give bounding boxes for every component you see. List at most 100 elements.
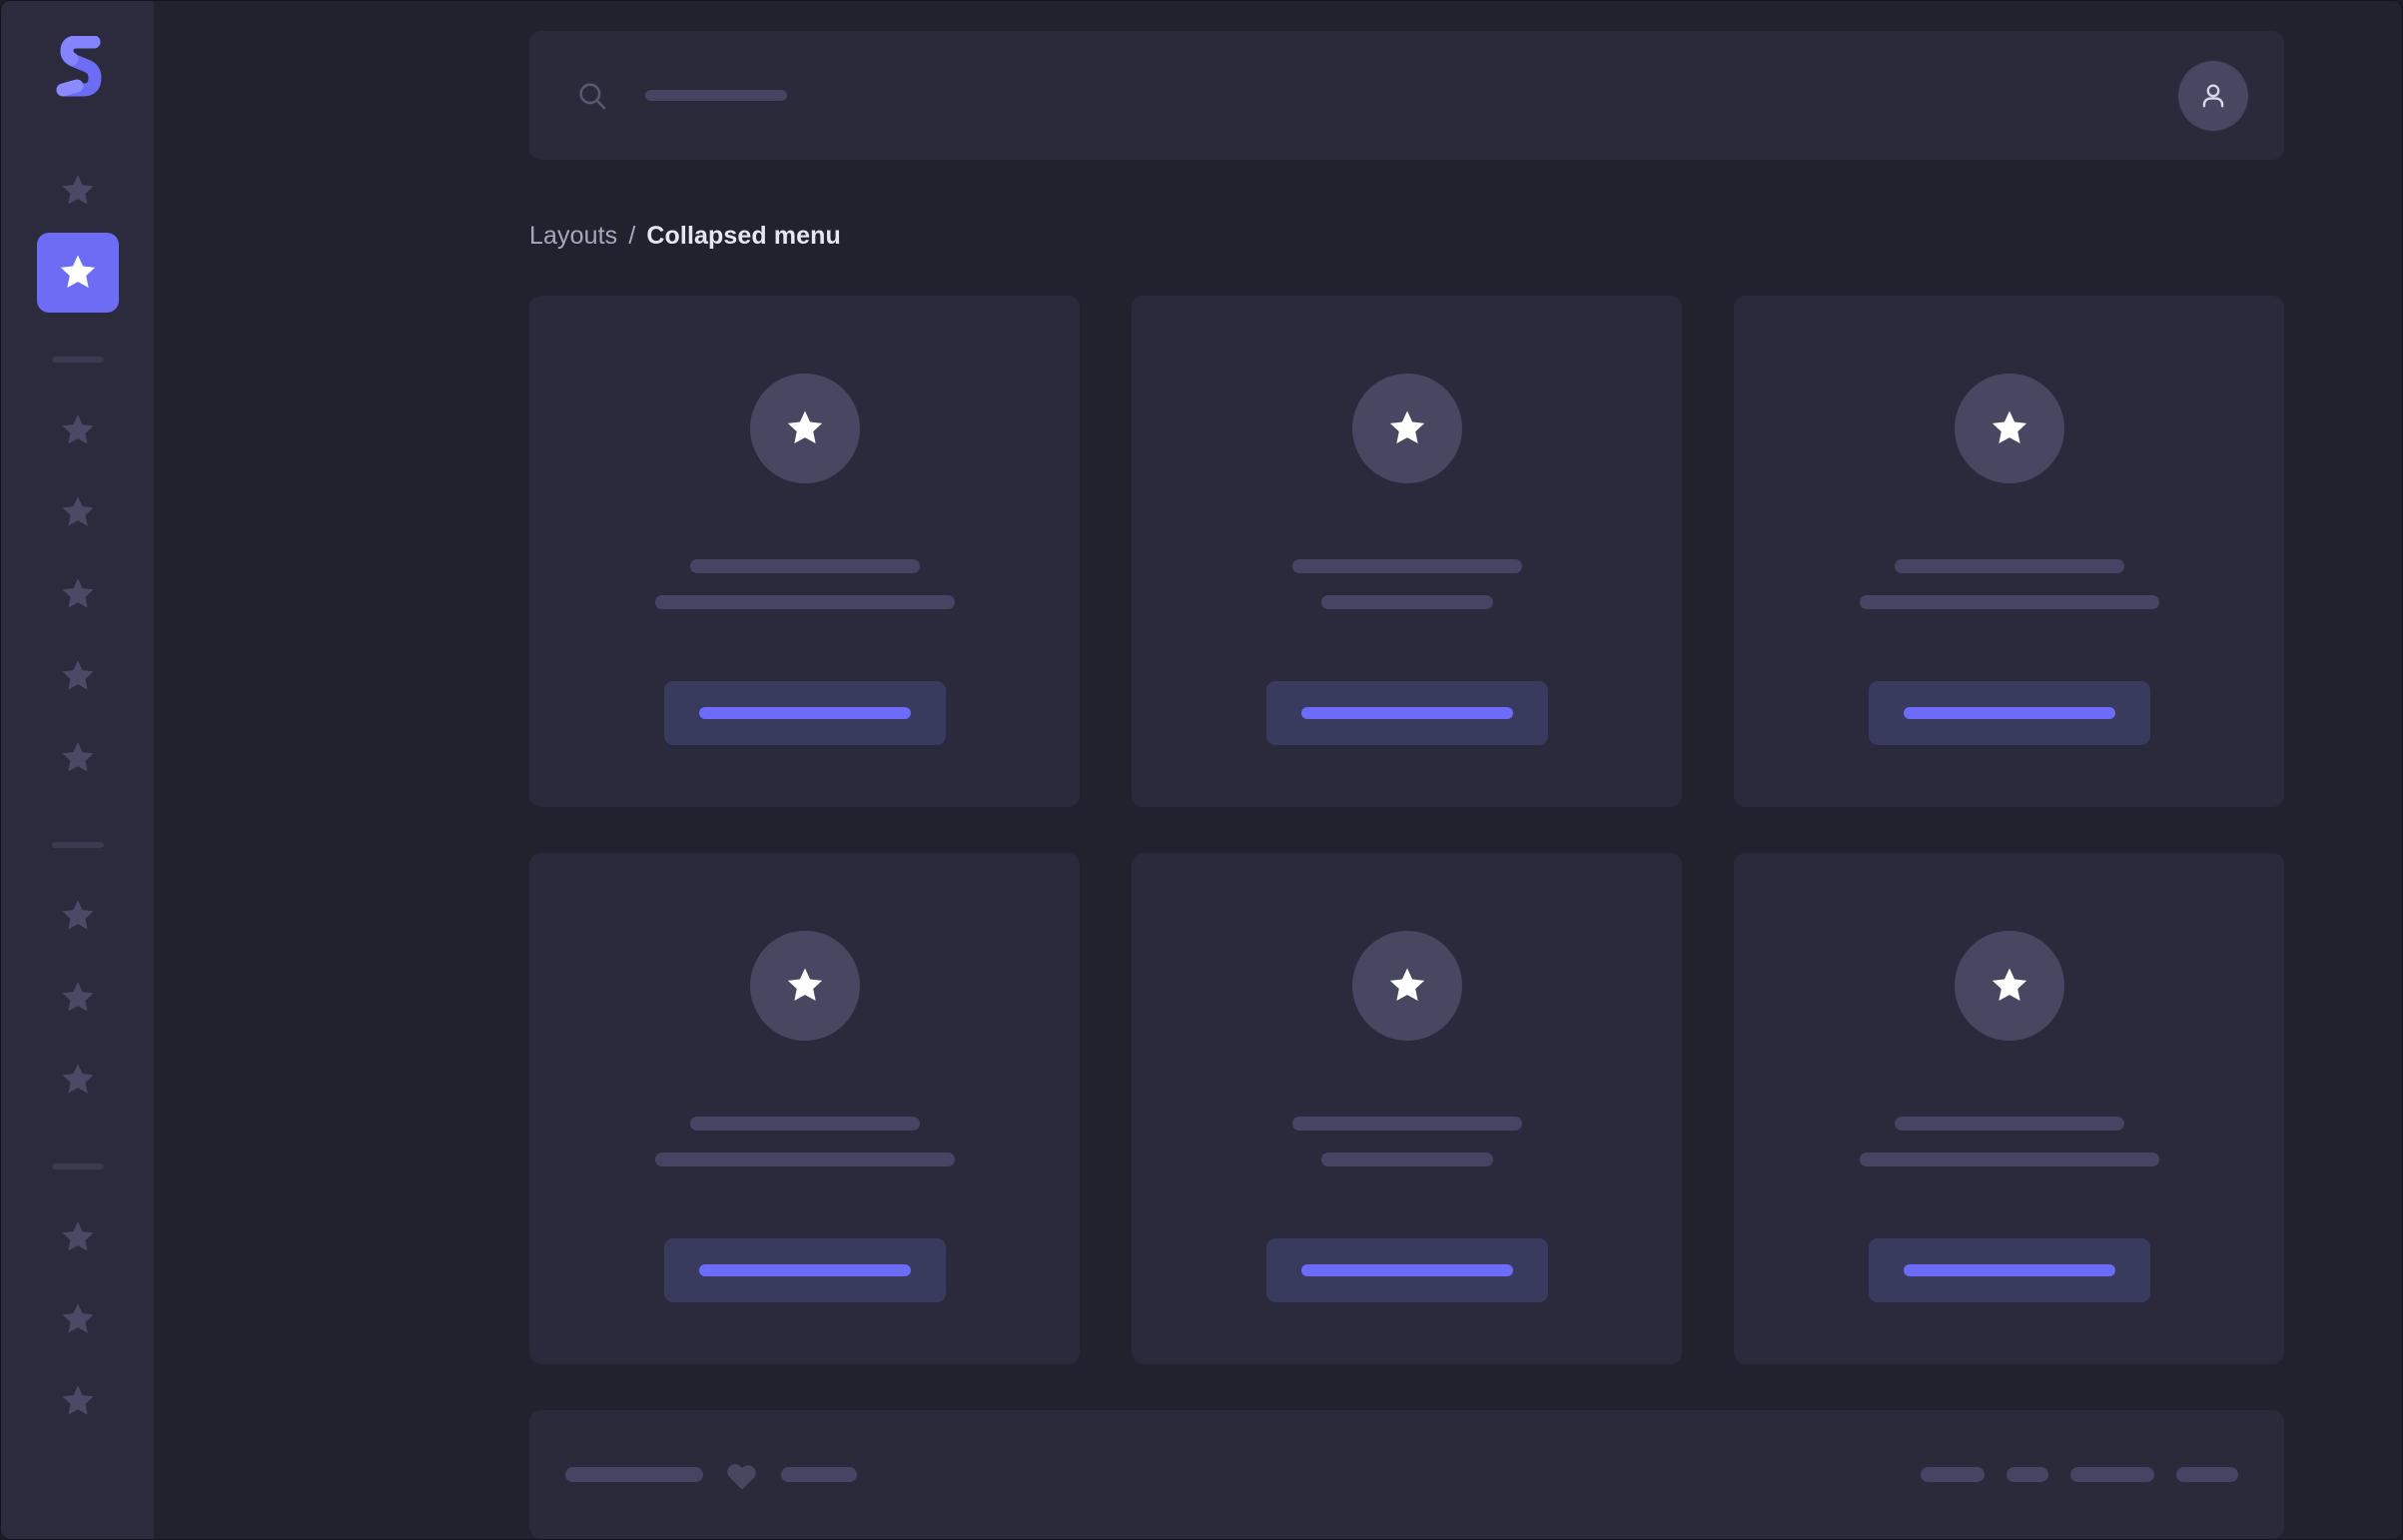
card-title [1894, 1117, 2124, 1132]
bottom-bar-chip[interactable] [2006, 1467, 2048, 1483]
card-action-label [1300, 1264, 1513, 1277]
star-icon [58, 657, 98, 695]
card-title [1291, 1117, 1522, 1132]
star-icon [1385, 965, 1429, 1007]
star-icon [58, 575, 98, 613]
bottom-bar-chip[interactable] [1921, 1467, 1985, 1483]
sidebar-group-2 [1, 390, 154, 800]
sidebar-item-star-10[interactable] [37, 1040, 119, 1120]
star-icon [58, 411, 98, 449]
card-action-label [1903, 1264, 2115, 1277]
bottom-bar [529, 1410, 2284, 1539]
sidebar-divider-2 [51, 842, 104, 848]
sidebar-item-star-11[interactable] [37, 1197, 119, 1277]
card-avatar [1954, 374, 2064, 484]
card-action-button[interactable] [1868, 681, 2150, 746]
breadcrumb: Layouts / Collapsed menu [529, 222, 2284, 251]
card-subtitle [1859, 1153, 2159, 1167]
star-icon [58, 1218, 98, 1256]
card-action-label [698, 1264, 911, 1277]
card-avatar [1351, 931, 1462, 1042]
star-icon [58, 897, 98, 935]
card-subtitle [654, 595, 955, 610]
card-subtitle [1320, 1153, 1493, 1167]
star-icon [783, 407, 827, 449]
brand-logo[interactable] [42, 31, 114, 113]
sidebar-item-star-8[interactable] [37, 876, 119, 956]
card[interactable] [529, 296, 1080, 808]
card-title [1291, 559, 1522, 574]
sidebar-item-star-1[interactable] [37, 151, 119, 231]
breadcrumb-parent[interactable]: Layouts [529, 222, 618, 251]
sidebar [1, 1, 154, 1539]
card-action-button[interactable] [1868, 1238, 2150, 1303]
card-action-button[interactable] [1265, 1238, 1548, 1303]
sidebar-item-star-3[interactable] [37, 390, 119, 470]
star-icon [783, 965, 827, 1007]
main-content: Layouts / Collapsed menu [154, 1, 2402, 1539]
star-icon [56, 252, 100, 294]
card-avatar [1351, 374, 1462, 484]
sidebar-item-star-13[interactable] [37, 1361, 119, 1441]
card-avatar [749, 931, 860, 1042]
user-icon [2196, 79, 2230, 113]
bottom-bar-left [565, 1459, 857, 1491]
sidebar-item-star-12[interactable] [37, 1279, 119, 1359]
card-action-button[interactable] [663, 1238, 946, 1303]
card[interactable] [1734, 296, 2284, 808]
avatar[interactable] [2178, 60, 2248, 131]
sidebar-item-star-6[interactable] [37, 636, 119, 716]
card-title [689, 559, 920, 574]
star-icon [58, 1300, 98, 1338]
breadcrumb-current: Collapsed menu [646, 222, 841, 251]
sidebar-group-1 [1, 151, 154, 315]
sidebar-group-3 [1, 876, 154, 1122]
bottom-bar-chip[interactable] [781, 1467, 857, 1483]
star-icon [58, 739, 98, 777]
sidebar-item-star-7[interactable] [37, 718, 119, 798]
search-icon[interactable] [575, 79, 609, 113]
card[interactable] [1734, 853, 2284, 1365]
sidebar-divider-1 [51, 357, 104, 363]
sidebar-divider-3 [51, 1163, 104, 1169]
search-bar[interactable] [575, 79, 787, 113]
card-action-label [1300, 707, 1513, 720]
breadcrumb-separator: / [628, 222, 636, 251]
bottom-bar-chip[interactable] [2176, 1467, 2238, 1483]
star-icon [58, 1382, 98, 1420]
card-subtitle [1859, 595, 2159, 610]
bottom-bar-chip[interactable] [565, 1467, 703, 1483]
sidebar-group-4 [1, 1197, 154, 1443]
card-grid [529, 296, 2284, 1365]
card-action-button[interactable] [1265, 681, 1548, 746]
card-title [1894, 559, 2124, 574]
card[interactable] [1132, 296, 1682, 808]
search-input[interactable] [645, 90, 787, 102]
star-icon [58, 1061, 98, 1099]
star-icon [58, 172, 98, 210]
card-subtitle [654, 1153, 955, 1167]
star-icon [58, 493, 98, 531]
card-action-button[interactable] [663, 681, 946, 746]
star-icon [1988, 407, 2031, 449]
star-icon [58, 979, 98, 1017]
card-avatar [1954, 931, 2064, 1042]
card-avatar [749, 374, 860, 484]
card-subtitle [1320, 595, 1493, 610]
sidebar-item-star-2[interactable] [36, 233, 119, 313]
sidebar-item-star-9[interactable] [37, 958, 119, 1038]
bottom-bar-right [1921, 1467, 2238, 1483]
card-title [689, 1117, 920, 1132]
heart-icon[interactable] [725, 1459, 759, 1491]
card[interactable] [1132, 853, 1682, 1365]
topbar [529, 31, 2284, 161]
sidebar-item-star-5[interactable] [37, 554, 119, 634]
card[interactable] [529, 853, 1080, 1365]
sidebar-item-star-4[interactable] [37, 472, 119, 552]
star-icon [1988, 965, 2031, 1007]
star-icon [1385, 407, 1429, 449]
bottom-bar-chip[interactable] [2070, 1467, 2154, 1483]
card-action-label [1903, 707, 2115, 720]
card-action-label [698, 707, 911, 720]
